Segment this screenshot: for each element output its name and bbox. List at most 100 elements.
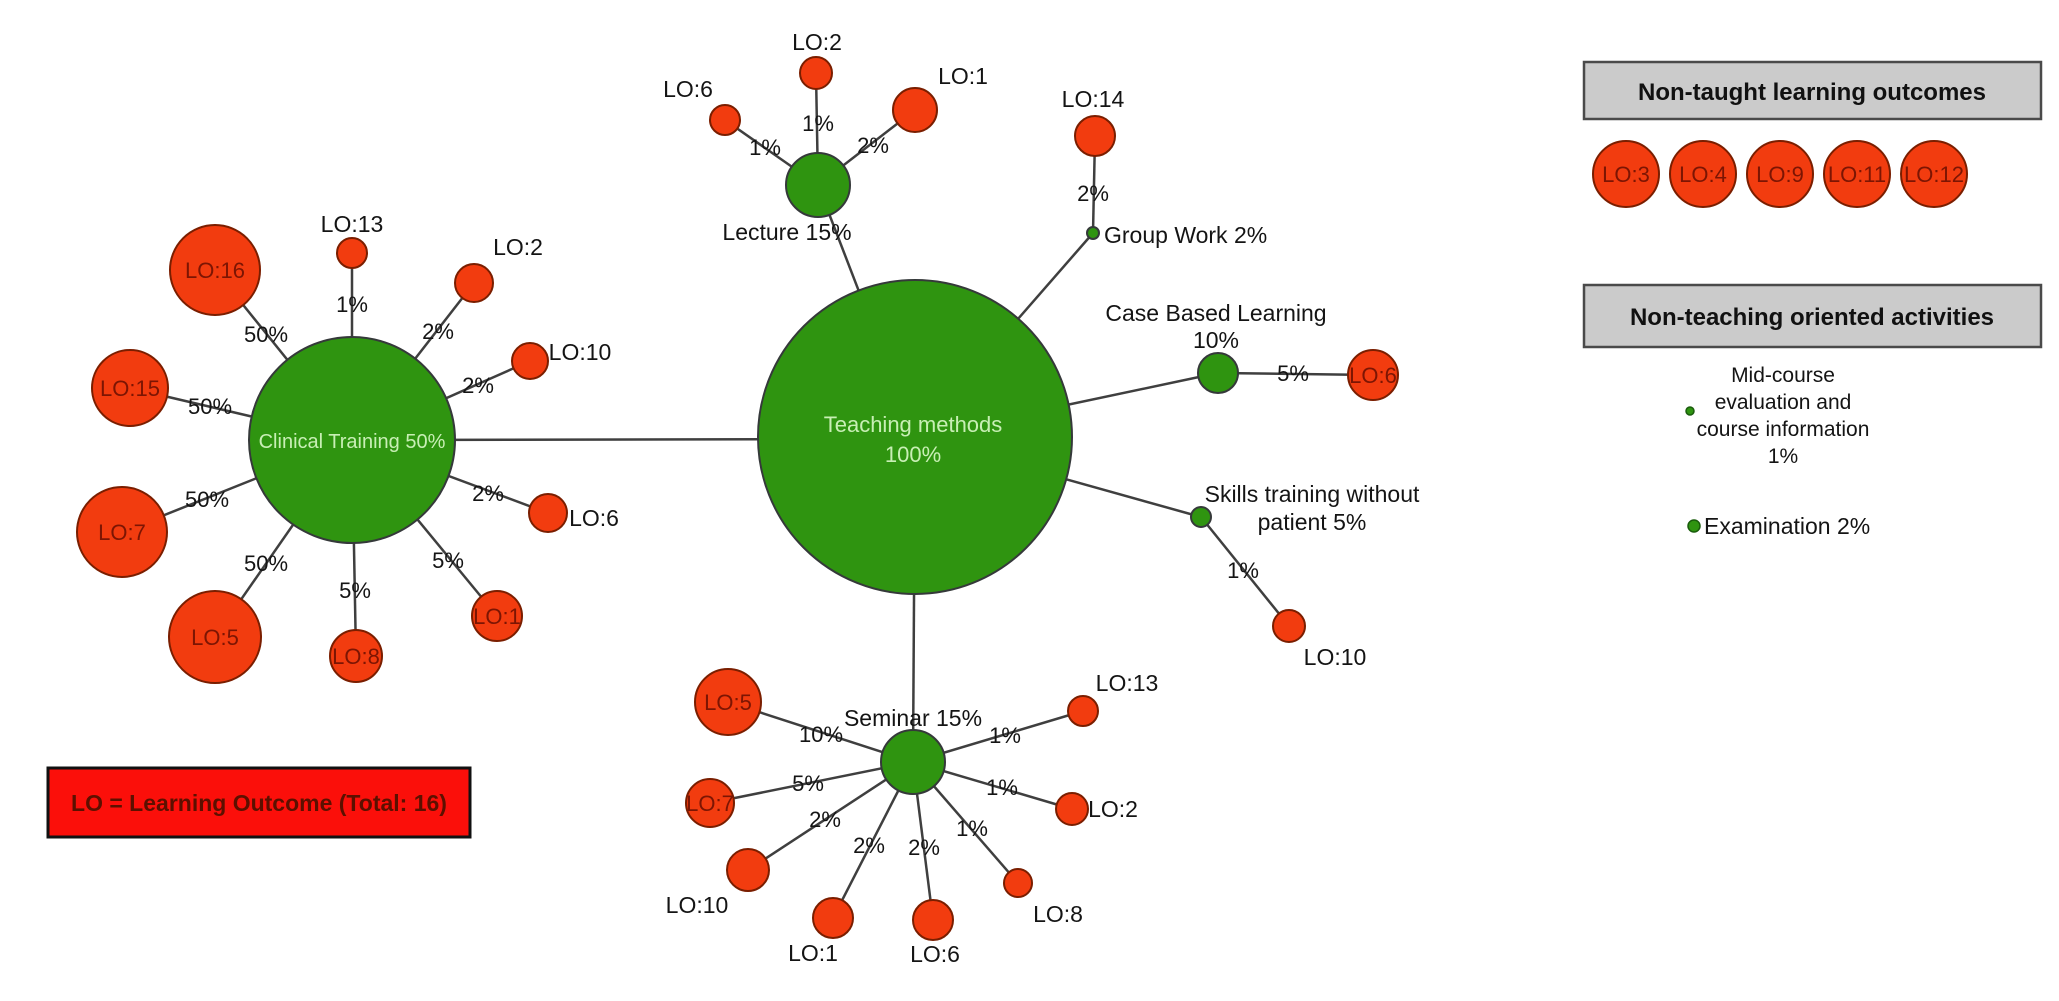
groupwork-lo14-node — [1074, 115, 1116, 157]
examination-label: Examination 2% — [1704, 513, 1870, 539]
clinical-lo10-node — [511, 342, 549, 380]
nodes — [76, 56, 1399, 941]
lecture-lo2-pct: 1% — [802, 111, 834, 136]
seminar-label: Seminar 15% — [844, 705, 982, 731]
clinical-lo15-label: LO:15 — [100, 376, 160, 401]
clinical-lo13-pct: 1% — [336, 292, 368, 317]
seminar-lo10-label: LO:10 — [666, 892, 729, 918]
seminar-lo7-label: LO:7 — [686, 791, 734, 816]
clinical-lo2-pct: 2% — [422, 319, 454, 344]
seminar-lo2-pct: 1% — [986, 775, 1018, 800]
clinical-lo7-label: LO:7 — [98, 520, 146, 545]
non-taught-lo12-label: LO:12 — [1904, 162, 1964, 187]
non-taught-lo4-node — [1669, 140, 1737, 208]
skills-lo10-pct: 1% — [1227, 558, 1259, 583]
lecture-lo1-label: LO:1 — [938, 63, 988, 89]
clinical-lo5-pct: 50% — [244, 551, 288, 576]
clinical-lo8-label: LO:8 — [332, 644, 380, 669]
case-based-learning-node — [1197, 352, 1239, 394]
non-taught-lo9-node — [1746, 140, 1814, 208]
cbl-lo6-pct: 5% — [1277, 361, 1309, 386]
seminar-lo13-node — [1067, 695, 1099, 727]
clinical-lo16-label: LO:16 — [185, 258, 245, 283]
clinical-lo6-node — [528, 493, 568, 533]
clinical-lo8-pct: 5% — [339, 578, 371, 603]
lecture-lo1-node — [892, 87, 938, 133]
lecture-lo6-node — [709, 104, 741, 136]
seminar-lo8-pct: 1% — [956, 816, 988, 841]
non-taught-lo12-node — [1900, 140, 1968, 208]
non-taught-lo4-label: LO:4 — [1679, 162, 1727, 187]
edge-skills-lo10 — [1200, 516, 1290, 627]
seminar-lo8-node — [1003, 868, 1033, 898]
cbl-label-line2: 10% — [1193, 327, 1239, 353]
midcourse-line1: Mid-course — [1731, 364, 1835, 387]
teaching-label-line1: Teaching methods — [824, 412, 1003, 437]
seminar-lo10-node — [726, 848, 770, 892]
examination-dot — [1687, 519, 1701, 533]
clinical-training-node — [248, 336, 456, 544]
clinical-lo8-node — [329, 629, 383, 683]
clinical-lo7-node — [76, 486, 168, 578]
cbl-label-line1: Case Based Learning — [1105, 300, 1326, 326]
seminar-lo6-pct: 2% — [908, 835, 940, 860]
clinical-lo16-pct: 50% — [244, 322, 288, 347]
clinical-lo15-node — [91, 349, 169, 427]
midcourse-line3: course information — [1697, 418, 1870, 441]
midcourse-line2: evaluation and — [1715, 391, 1852, 414]
seminar-lo7-node — [685, 778, 735, 828]
clinical-lo6-label: LO:6 — [569, 505, 619, 531]
lecture-lo6-label: LO:6 — [663, 76, 713, 102]
seminar-lo5-label: LO:5 — [704, 690, 752, 715]
groupwork-lo14-label: LO:14 — [1062, 86, 1125, 112]
clinical-lo16-node — [169, 224, 261, 316]
non-taught-lo9-label: LO:9 — [1756, 162, 1804, 187]
seminar-lo13-label: LO:13 — [1096, 670, 1159, 696]
clinical-lo2-label: LO:2 — [493, 234, 543, 260]
midcourse-line4: 1% — [1768, 445, 1798, 468]
seminar-lo6-node — [912, 899, 954, 941]
clinical-lo13-label: LO:13 — [321, 211, 384, 237]
skills-training-node — [1190, 506, 1212, 528]
teaching-label-line2: 100% — [885, 442, 941, 467]
groupwork-label: Group Work 2% — [1104, 222, 1267, 248]
seminar-lo8-label: LO:8 — [1033, 901, 1083, 927]
lecture-node — [785, 152, 851, 218]
clinical-lo1-pct: 5% — [432, 548, 464, 573]
cbl-lo6-label: LO:6 — [1349, 363, 1397, 388]
lecture-label: Lecture 15% — [722, 219, 851, 245]
labels: Teaching methods 100% Clinical Training … — [98, 29, 1420, 967]
seminar-node — [880, 729, 946, 795]
seminar-lo1-pct: 2% — [853, 833, 885, 858]
teaching-methods-node — [757, 279, 1073, 595]
skills-lo10-node — [1272, 609, 1306, 643]
panel-non-taught: Non-taught learning outcomes LO:3 LO:4 L… — [1582, 60, 2043, 208]
seminar-lo13-pct: 1% — [989, 723, 1021, 748]
midcourse-dot — [1685, 406, 1695, 416]
clinical-lo1-node — [471, 590, 523, 642]
seminar-lo7-pct: 5% — [792, 771, 824, 796]
legend-label: LO = Learning Outcome (Total: 16) — [71, 790, 447, 816]
lecture-lo2-node — [799, 56, 833, 90]
non-taught-lo11-label: LO:11 — [1828, 162, 1886, 187]
skills-lo10-label: LO:10 — [1304, 644, 1367, 670]
clinical-label: Clinical Training 50% — [259, 431, 446, 453]
non-taught-title: Non-taught learning outcomes — [1638, 79, 1986, 106]
lecture-lo2-label: LO:2 — [792, 29, 842, 55]
clinical-lo15-pct: 50% — [188, 394, 232, 419]
seminar-lo5-node — [694, 668, 762, 736]
edge-seminar-lo7 — [709, 760, 914, 805]
legend-box — [46, 766, 472, 839]
non-teaching-header-box — [1582, 283, 2043, 349]
seminar-lo1-label: LO:1 — [788, 940, 838, 966]
panel-non-teaching: Non-teaching oriented activities Mid-cou… — [1582, 283, 2043, 539]
seminar-lo1-node — [812, 897, 854, 939]
seminar-lo5-pct: 10% — [799, 722, 843, 747]
non-taught-header-box — [1582, 60, 2043, 121]
non-taught-lo3-label: LO:3 — [1602, 162, 1650, 187]
non-teaching-title: Non-teaching oriented activities — [1630, 304, 1994, 331]
clinical-lo7-pct: 50% — [185, 487, 229, 512]
cbl-lo6-node — [1347, 349, 1399, 401]
